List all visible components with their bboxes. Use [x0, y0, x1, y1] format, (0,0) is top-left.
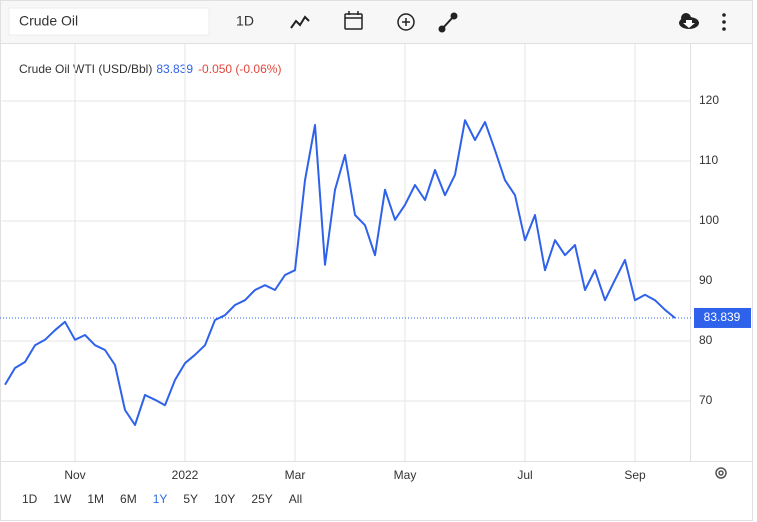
range-button[interactable]: All: [289, 492, 302, 506]
y-tick-label: 90: [699, 273, 713, 287]
range-button[interactable]: 1W: [53, 492, 72, 506]
x-tick-label: Mar: [285, 468, 306, 482]
search-text: Crude Oil: [19, 13, 78, 29]
y-tick-label: 70: [699, 393, 713, 407]
x-tick-label: Jul: [517, 468, 532, 482]
x-tick-label: May: [394, 468, 417, 482]
download-icon[interactable]: [679, 13, 699, 29]
price-change: -0.050 (-0.06%): [198, 62, 281, 76]
range-button[interactable]: 10Y: [214, 492, 235, 506]
menu-icon[interactable]: [722, 13, 726, 31]
draw-icon[interactable]: [438, 12, 458, 33]
range-button[interactable]: 1Y: [153, 492, 168, 506]
interval-button[interactable]: 1D: [236, 13, 254, 29]
range-button[interactable]: 25Y: [251, 492, 272, 506]
x-tick-label: Nov: [64, 468, 85, 482]
settings-icon[interactable]: [715, 467, 727, 479]
y-tick-label: 100: [699, 213, 719, 227]
last-price: 83.839: [156, 62, 193, 76]
compare-icon[interactable]: [397, 13, 415, 31]
x-tick-label: Sep: [624, 468, 646, 482]
search-box[interactable]: [8, 7, 210, 36]
range-bar: 1D 1W 1M 6M 1Y 5Y 10Y 25Y All: [22, 492, 302, 506]
range-button[interactable]: 1M: [87, 492, 104, 506]
calendar-icon[interactable]: [344, 11, 363, 30]
last-price-label: 83.839: [704, 310, 741, 324]
y-tick-label: 110: [699, 153, 718, 167]
price-line: [4, 119, 676, 426]
y-tick-label: 80: [699, 333, 713, 347]
y-tick-label: 120: [699, 93, 719, 107]
range-button[interactable]: 5Y: [183, 492, 198, 506]
line-type-icon[interactable]: [290, 15, 310, 29]
range-button[interactable]: 6M: [120, 492, 137, 506]
x-tick-label: 2022: [172, 468, 199, 482]
range-button[interactable]: 1D: [22, 492, 38, 506]
last-price-box: [694, 307, 751, 328]
chart-title: Crude Oil WTI (USD/Bbl): [19, 62, 152, 76]
